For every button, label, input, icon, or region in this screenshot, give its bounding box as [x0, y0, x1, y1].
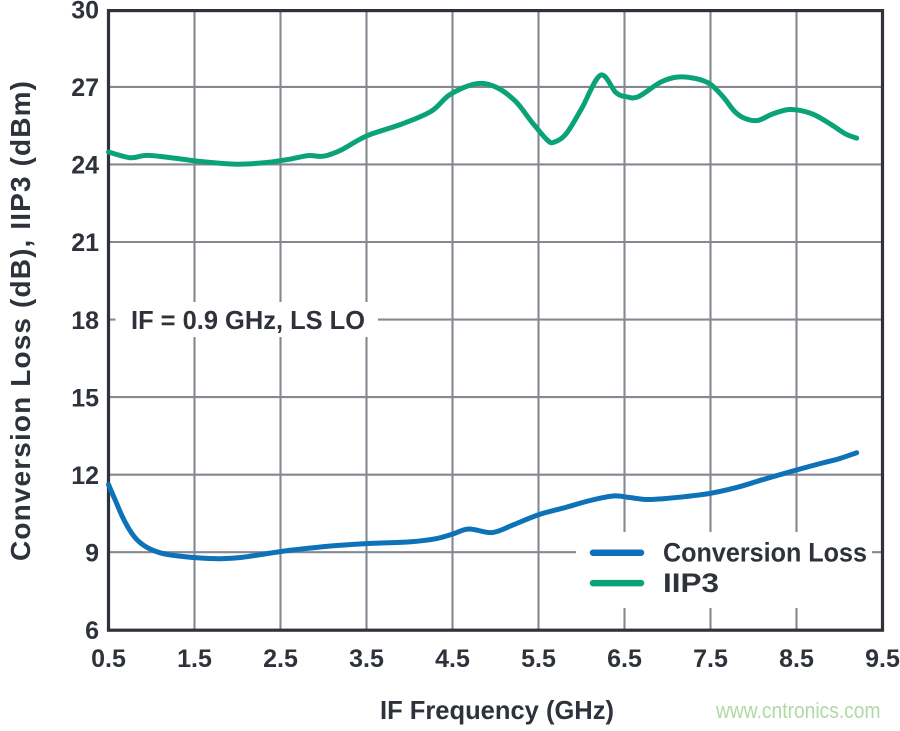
- svg-text:0.5: 0.5: [91, 645, 126, 673]
- svg-text:27: 27: [71, 74, 99, 102]
- svg-text:15: 15: [71, 384, 99, 412]
- svg-text:IF Frequency (GHz): IF Frequency (GHz): [380, 695, 614, 725]
- svg-text:7.5: 7.5: [693, 645, 728, 673]
- svg-text:18: 18: [71, 307, 99, 335]
- svg-text:9: 9: [85, 539, 99, 567]
- svg-text:4.5: 4.5: [435, 645, 470, 673]
- svg-text:9.5: 9.5: [865, 645, 900, 673]
- svg-text:8.5: 8.5: [779, 645, 814, 673]
- svg-text:21: 21: [71, 229, 99, 257]
- svg-text:IIP3: IIP3: [663, 568, 719, 598]
- svg-text:1.5: 1.5: [177, 645, 212, 673]
- svg-text:30: 30: [71, 0, 99, 25]
- svg-text:Conversion Loss (dB), IIP3 (dB: Conversion Loss (dB), IIP3 (dBm): [5, 81, 36, 561]
- svg-text:5.5: 5.5: [521, 645, 556, 673]
- svg-text:6: 6: [85, 617, 99, 645]
- svg-text:www.cntronics.com: www.cntronics.com: [715, 698, 880, 723]
- svg-text:Conversion Loss: Conversion Loss: [663, 538, 867, 568]
- svg-text:12: 12: [71, 462, 99, 490]
- svg-text:24: 24: [71, 152, 99, 180]
- svg-text:2.5: 2.5: [263, 645, 298, 673]
- svg-text:IF = 0.9 GHz, LS LO: IF = 0.9 GHz, LS LO: [131, 305, 365, 335]
- svg-text:3.5: 3.5: [349, 645, 384, 673]
- svg-text:6.5: 6.5: [607, 645, 642, 673]
